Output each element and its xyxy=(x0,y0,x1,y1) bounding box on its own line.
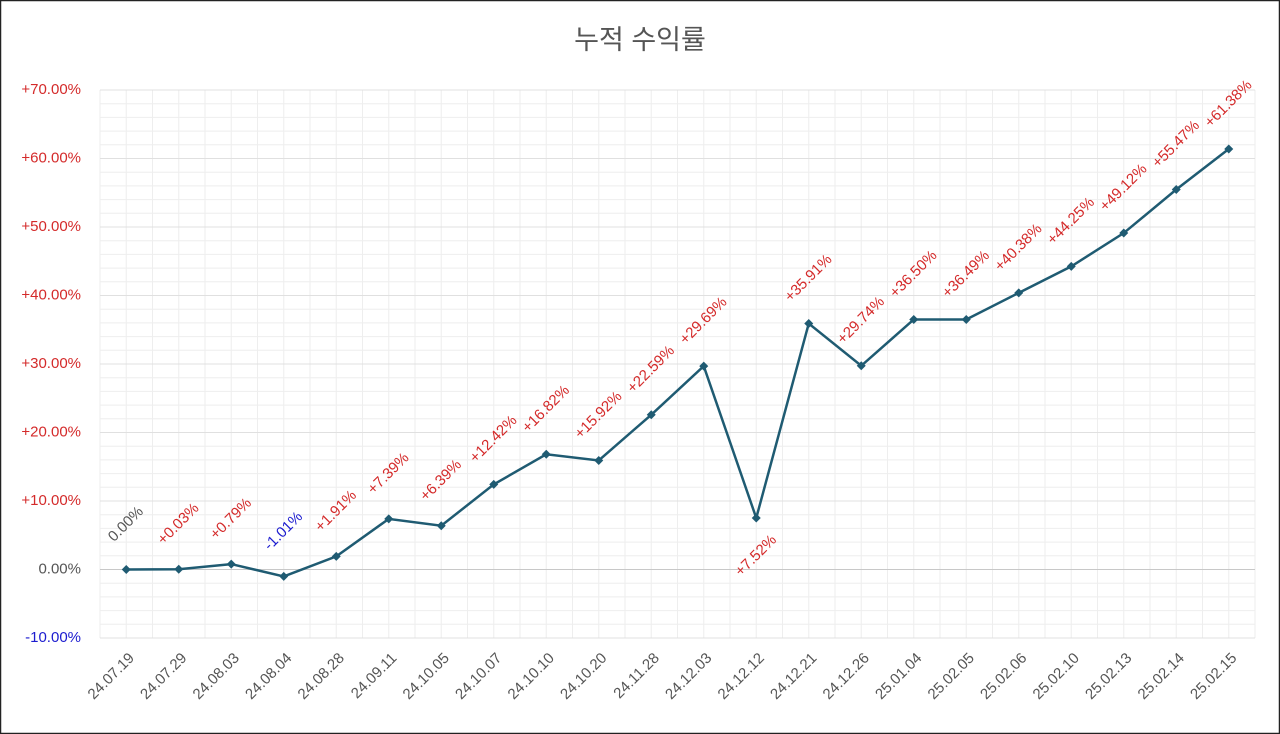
marker xyxy=(226,559,236,569)
marker xyxy=(384,514,394,524)
marker xyxy=(489,479,499,489)
marker xyxy=(1014,288,1024,298)
y-tick-label: 0.00% xyxy=(38,560,81,577)
marker xyxy=(1171,185,1181,195)
marker xyxy=(174,564,184,574)
marker xyxy=(541,449,551,459)
y-tick-label: +20.00% xyxy=(21,423,81,440)
y-tick-label: +40.00% xyxy=(21,286,81,303)
marker xyxy=(331,551,341,561)
marker xyxy=(751,513,761,523)
marker xyxy=(594,455,604,465)
marker xyxy=(909,314,919,324)
y-tick-label: +30.00% xyxy=(21,355,81,372)
marker xyxy=(1066,261,1076,271)
y-tick-label: +60.00% xyxy=(21,149,81,166)
marker xyxy=(279,571,289,581)
y-tick-label: -10.00% xyxy=(25,629,81,646)
marker xyxy=(961,315,971,325)
y-tick-label: +50.00% xyxy=(21,218,81,235)
line xyxy=(126,148,1230,578)
marker xyxy=(646,410,656,420)
y-tick-label: +70.00% xyxy=(21,81,81,98)
marker xyxy=(856,361,866,371)
y-tick-label: +10.00% xyxy=(21,492,81,509)
marker xyxy=(699,361,709,371)
marker xyxy=(1224,144,1234,154)
marker xyxy=(804,319,814,329)
marker xyxy=(436,521,446,531)
marker xyxy=(1119,228,1129,238)
marker xyxy=(121,565,131,574)
chart-title: 누적 수익률 xyxy=(574,25,706,55)
